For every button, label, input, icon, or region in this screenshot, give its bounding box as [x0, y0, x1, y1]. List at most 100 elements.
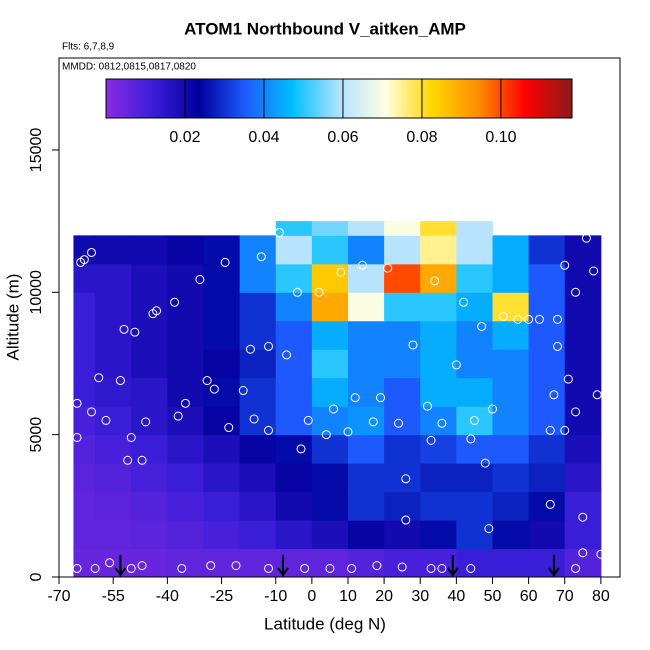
heatmap-cell — [275, 221, 313, 236]
heatmap-cell — [384, 520, 421, 550]
heatmap-cell — [420, 434, 457, 464]
heatmap-cell — [275, 235, 313, 265]
flight-point — [314, 287, 324, 297]
heatmap-cell — [311, 235, 349, 265]
plot-area — [72, 221, 606, 578]
flight-point — [524, 314, 534, 324]
heatmap-cell — [420, 263, 457, 293]
heatmap-cell — [456, 377, 493, 407]
heatmap-cell — [73, 377, 96, 407]
heatmap-cell — [456, 221, 493, 236]
x-axis-label: Latitude (deg N) — [264, 614, 386, 633]
flight-point — [513, 314, 523, 324]
flight-point — [578, 548, 588, 558]
heatmap-cell — [347, 235, 385, 265]
flight-point — [87, 247, 97, 257]
heatmap-cell — [420, 463, 457, 493]
flight-point — [94, 373, 104, 383]
flight-point — [202, 376, 212, 386]
heatmap-cell — [492, 377, 530, 407]
flight-point — [545, 425, 555, 435]
x-tick-label: 30 — [411, 588, 429, 605]
heatmap-cell — [239, 235, 277, 265]
flight-point — [256, 252, 266, 262]
y-axis-label: Altitude (m) — [3, 274, 22, 361]
colorbar-tick-label: 0.02 — [169, 129, 200, 146]
heatmap-cell — [239, 349, 277, 379]
x-tick-label: -10 — [264, 588, 287, 605]
flight-point — [195, 274, 205, 284]
heatmap-cell — [73, 235, 96, 265]
flight-point — [303, 415, 313, 425]
heatmap-cell — [73, 548, 96, 578]
heatmap-cell — [311, 520, 349, 550]
flight-point — [426, 563, 436, 573]
heatmap-cell — [528, 377, 566, 407]
heatmap-cell — [347, 320, 385, 350]
heatmap-cell — [347, 434, 385, 464]
heatmap-cell — [95, 491, 132, 521]
heatmap-cell — [384, 263, 421, 293]
heatmap-cell — [167, 406, 204, 436]
flight-point — [79, 255, 89, 265]
heatmap-cell — [456, 406, 493, 436]
y-tick-label: 5000 — [28, 417, 45, 453]
flight-point — [119, 324, 129, 334]
flight-point — [336, 267, 346, 277]
heatmap-cell — [492, 548, 530, 578]
heatmap-cell — [73, 292, 96, 322]
flight-point — [477, 321, 487, 331]
x-tick-label: 60 — [520, 588, 538, 605]
flight-point — [426, 435, 436, 445]
heatmap-cell — [564, 377, 602, 407]
x-tick-label: 10 — [339, 588, 357, 605]
flight-point — [581, 233, 591, 243]
heatmap-cell — [492, 463, 530, 493]
flight-point — [90, 563, 100, 573]
heatmap-cell — [564, 491, 602, 521]
heatmap-cell — [311, 221, 349, 236]
heatmap-cell — [420, 235, 457, 265]
heatmap-cell — [311, 548, 349, 578]
heatmap-cell — [95, 434, 132, 464]
flight-point — [180, 398, 190, 408]
flight-point — [401, 515, 411, 525]
flight-point — [72, 563, 82, 573]
heatmap-cell — [95, 406, 132, 436]
x-tick-label: 20 — [375, 588, 393, 605]
heatmap-cell — [347, 548, 385, 578]
heatmap-cell — [311, 292, 349, 322]
heatmap-cell — [167, 377, 204, 407]
subtitle: Flts: 6,7,8,9 — [62, 42, 115, 53]
heatmap-cell — [311, 320, 349, 350]
colorbar-tick-label: 0.06 — [327, 129, 358, 146]
flight-point — [437, 563, 447, 573]
heatmap-cell — [456, 463, 493, 493]
heatmap-cell — [203, 548, 241, 578]
heatmap-cell — [203, 263, 241, 293]
heatmap-cell — [420, 320, 457, 350]
heatmap-cell — [131, 349, 168, 379]
flight-point — [170, 297, 180, 307]
flight-point — [459, 297, 469, 307]
flight-point — [372, 561, 382, 571]
heatmap-cell — [311, 377, 349, 407]
heatmap-cell — [73, 320, 96, 350]
flight-point — [206, 561, 216, 571]
x-tick-label: 0 — [307, 588, 316, 605]
flight-point — [173, 411, 183, 421]
heatmap-cell — [492, 320, 530, 350]
flight-point — [264, 341, 274, 351]
flight-point — [123, 455, 133, 465]
heatmap-cell — [456, 292, 493, 322]
flight-point — [545, 499, 555, 509]
flight-point — [553, 314, 563, 324]
flight-point — [343, 427, 353, 437]
x-tick-label: 80 — [592, 588, 610, 605]
flight-point — [300, 563, 310, 573]
flight-point — [231, 561, 241, 571]
flight-point — [177, 563, 187, 573]
flight-point — [498, 312, 508, 322]
heatmap-cell — [203, 463, 241, 493]
